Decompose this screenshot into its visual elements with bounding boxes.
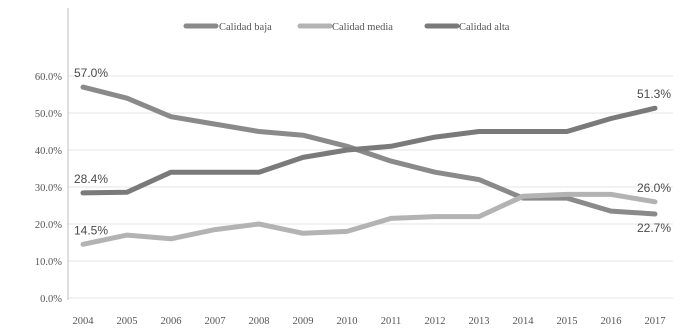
y-tick-label: 40.0% [35,146,62,157]
legend-label: Calidad baja [219,22,272,33]
y-tick-label: 60.0% [35,72,62,83]
x-tick-label: 2007 [205,316,226,327]
y-tick-label: 20.0% [35,220,62,231]
data-label: 22.7% [637,221,671,235]
x-tick-label: 2010 [337,316,358,327]
x-tick-label: 2008 [249,316,270,327]
x-tick-label: 2016 [601,316,622,327]
legend-label: Calidad alta [459,22,510,33]
legend-label: Calidad media [332,22,393,33]
legend: Calidad baja Calidad media Calidad alta [183,22,510,33]
x-tick-label: 2014 [513,316,535,327]
data-label: 51.3% [637,87,671,101]
x-tick-label: 2015 [557,316,578,327]
x-tick-labels: 2004 2005 2006 2007 2008 2009 2010 2011 2012 2013… [73,316,666,327]
x-tick-label: 2011 [381,316,402,327]
data-label: 26.0% [637,181,671,195]
y-tick-label: 30.0% [35,183,62,194]
series-lines [80,84,658,247]
x-tick-label: 2012 [425,316,446,327]
x-tick-label: 2005 [117,316,138,327]
x-tick-label: 2009 [293,316,314,327]
data-label: 28.4% [74,172,108,186]
data-label: 57.0% [74,66,108,80]
y-tick-label: 50.0% [35,109,62,120]
x-tick-label: 2017 [645,316,666,327]
x-tick-label: 2006 [161,316,182,327]
series-line-2 [80,191,658,247]
x-tick-label: 2013 [469,316,490,327]
y-tick-labels: 0.0% 10.0% 20.0% 30.0% 40.0% 50.0% 60.0% [35,72,62,305]
series-line-1 [80,84,658,217]
series-line-3 [80,105,658,196]
data-labels: 57.0% 28.4% 14.5% 51.3% 26.0% 22.7% [74,66,671,237]
y-tick-label: 0.0% [40,294,62,305]
y-tick-label: 10.0% [35,257,62,268]
data-label: 14.5% [74,223,108,237]
x-tick-label: 2004 [73,316,95,327]
